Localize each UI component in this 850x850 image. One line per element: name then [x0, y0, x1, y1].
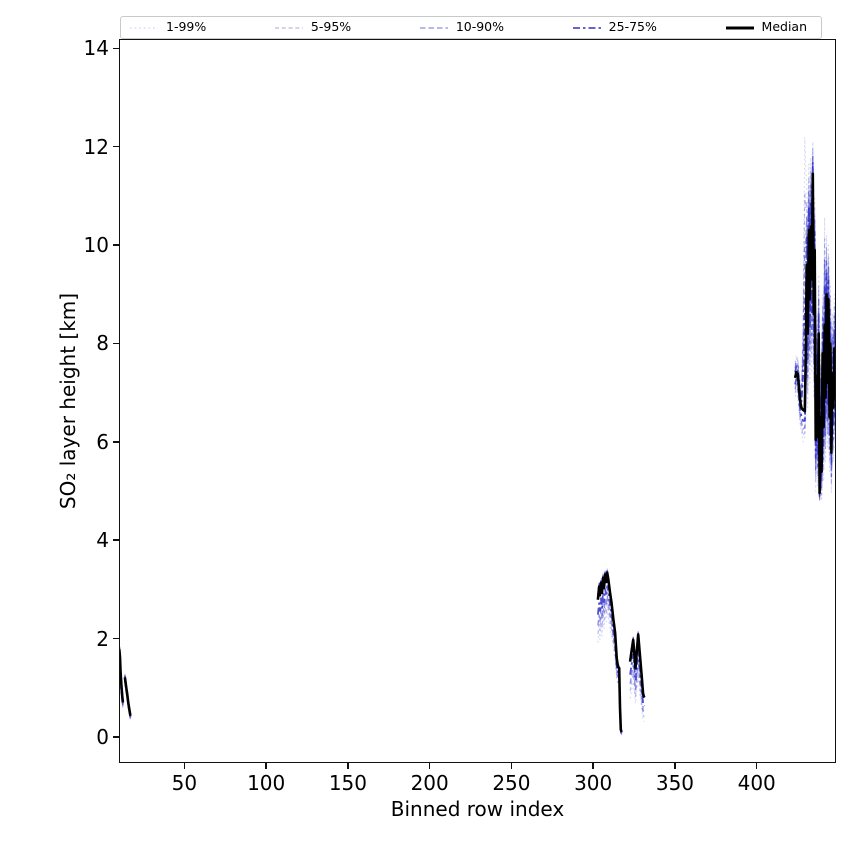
legend-label: 5-95%	[310, 19, 352, 35]
plot-area	[119, 136, 836, 737]
x-tick-mark	[183, 763, 186, 769]
x-tick-mark	[674, 763, 676, 769]
band-10-90%-lower-cluster-2	[597, 595, 623, 735]
legend: 1-99% 5-95% 10-90% 25-75% Median	[120, 16, 822, 39]
median-line-cluster-4	[793, 172, 836, 495]
x-tick-mark	[510, 763, 513, 769]
x-tick-label: 250	[492, 771, 531, 795]
y-tick-mark	[113, 244, 119, 246]
x-tick-mark	[592, 763, 594, 769]
legend-item: Median	[725, 21, 807, 34]
median-line-cluster-3	[628, 633, 646, 699]
median-line-cluster-2	[596, 571, 623, 733]
band-25-75%-lower-cluster-2	[597, 585, 623, 734]
x-tick-mark	[755, 763, 758, 769]
y-tick-label: 14	[83, 36, 109, 61]
y-tick-mark	[113, 736, 119, 738]
band-5-95%-lower-cluster-3	[629, 667, 645, 718]
x-tick-label: 100	[247, 771, 286, 795]
legend-line-sample-icon	[130, 26, 158, 29]
y-tick-mark	[113, 47, 119, 50]
x-tick-mark	[428, 763, 431, 769]
legend-label: 10-90%	[455, 19, 505, 35]
y-tick-label: 6	[96, 429, 109, 454]
legend-line-sample-icon	[725, 26, 754, 29]
y-tick-mark	[113, 539, 119, 541]
y-tick-mark	[113, 342, 119, 345]
y-tick-label: 12	[83, 134, 109, 159]
x-tick-label: 300	[574, 771, 613, 795]
y-tick-label: 2	[96, 626, 109, 651]
x-tick-mark	[265, 763, 267, 769]
legend-item: 1-99%	[129, 21, 206, 34]
legend-label: Median	[761, 19, 807, 35]
band-10-90%-upper-cluster-4	[794, 153, 836, 452]
legend-line-sample-icon	[419, 26, 448, 29]
band-1-99%-lower-cluster-3	[629, 676, 645, 723]
y-tick-mark	[113, 637, 119, 640]
legend-item: 25-75%	[572, 21, 657, 34]
y-tick-mark	[113, 441, 119, 443]
y-tick-label: 4	[96, 528, 109, 553]
y-tick-label: 0	[96, 724, 109, 749]
y-tick-label: 10	[83, 233, 109, 258]
y-tick-mark	[113, 146, 119, 148]
median-line-cluster-1	[123, 677, 132, 717]
x-tick-label: 50	[171, 771, 198, 795]
legend-item: 10-90%	[419, 21, 504, 34]
y-tick-label: 8	[96, 331, 109, 356]
x-tick-label: 150	[328, 771, 367, 795]
legend-label: 1-99%	[166, 19, 207, 35]
legend-label: 25-75%	[608, 19, 657, 35]
x-tick-label: 400	[737, 771, 776, 795]
legend-line-sample-icon	[274, 26, 303, 29]
legend-line-sample-icon	[572, 26, 601, 29]
x-tick-label: 200	[410, 771, 449, 795]
x-axis-label: Binned row index	[390, 797, 565, 821]
x-tick-label: 350	[655, 771, 695, 795]
x-tick-mark	[347, 763, 349, 769]
median-line-cluster-0	[119, 649, 125, 703]
y-axis-label: SO₂ layer height [km]	[56, 292, 80, 510]
legend-item: 5-95%	[274, 21, 351, 34]
